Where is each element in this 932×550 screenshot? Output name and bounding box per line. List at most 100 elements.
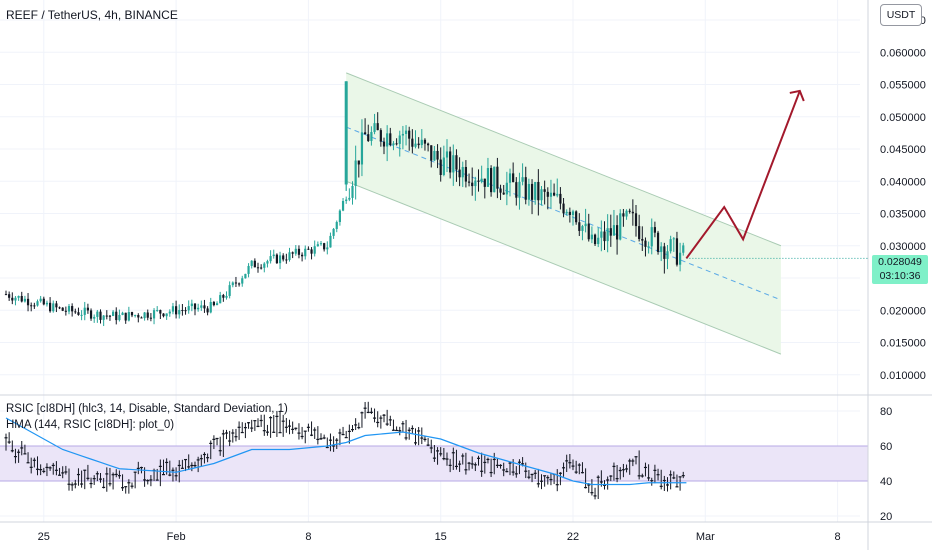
candle-body	[518, 181, 521, 198]
candle-body	[272, 254, 275, 257]
candle-body	[663, 246, 666, 259]
candle-body	[197, 307, 200, 310]
candle-body	[310, 249, 313, 254]
candle-body	[99, 311, 102, 320]
candle-body	[634, 213, 638, 227]
candle-body	[364, 132, 367, 135]
candle-body	[190, 303, 193, 307]
candle-body	[524, 177, 527, 200]
candle-body	[427, 143, 430, 146]
candle-body	[288, 252, 291, 260]
price-tick-label: 0.020000	[880, 305, 926, 317]
candle-body	[297, 248, 301, 255]
candle-body	[480, 178, 483, 182]
candle-body	[341, 201, 345, 211]
candle-body	[527, 183, 530, 200]
candle-body	[316, 244, 319, 247]
candle-body	[30, 305, 33, 307]
candle-body	[373, 123, 376, 133]
candle-body	[549, 192, 553, 197]
candle-body	[449, 151, 452, 173]
candle-body	[606, 228, 609, 242]
candle-body	[351, 185, 354, 198]
candle-body	[562, 203, 565, 214]
candle-body	[389, 133, 392, 146]
candle-body	[609, 228, 612, 236]
rsi-pane	[0, 401, 868, 500]
candle-body	[241, 278, 244, 284]
candle-body	[597, 237, 600, 245]
currency-button[interactable]: USDT	[880, 4, 922, 26]
candle-body	[641, 238, 644, 241]
candle-body	[74, 311, 77, 313]
candle-body	[660, 246, 663, 252]
candle-body	[417, 143, 420, 146]
hma-line	[5, 417, 687, 486]
candle-body	[423, 139, 427, 144]
arrow-path	[685, 90, 801, 259]
candle-body	[537, 181, 540, 201]
arrow-head	[789, 89, 805, 102]
candle-body	[89, 310, 93, 319]
candle-body	[379, 130, 382, 142]
time-tick-label: Mar	[696, 531, 715, 543]
candle-body	[168, 311, 171, 314]
rsi-tick-label: 60	[880, 441, 892, 453]
candle-body	[102, 315, 105, 320]
candle-body	[530, 183, 534, 200]
candle-body	[505, 182, 508, 195]
candle-body	[20, 296, 23, 302]
candle-body	[571, 211, 575, 215]
candle-body	[26, 298, 30, 306]
candle-body	[55, 303, 58, 308]
candle-body	[146, 312, 149, 318]
candle-body	[162, 313, 165, 317]
candle-body	[11, 297, 14, 301]
candle-body	[332, 228, 335, 236]
candle-body	[124, 312, 127, 321]
candle-body	[650, 227, 653, 247]
candle-body	[225, 295, 228, 298]
candle-body	[483, 178, 486, 187]
candle-body	[80, 314, 83, 316]
candle-body	[666, 251, 669, 259]
price-tick-label: 0.030000	[880, 241, 926, 253]
candle-body	[496, 166, 499, 189]
candle-body	[590, 234, 593, 240]
candle-body	[430, 145, 433, 161]
candle-body	[581, 226, 584, 231]
candle-body	[86, 307, 89, 311]
candle-body	[231, 282, 234, 286]
candle-body	[301, 254, 304, 257]
candle-body	[14, 297, 17, 301]
candle-body	[67, 306, 71, 312]
candle-body	[603, 231, 606, 242]
candle-body	[401, 133, 404, 136]
candle-body	[455, 155, 458, 170]
candle-body	[354, 160, 357, 186]
candle-body	[112, 311, 115, 316]
candle-body	[344, 81, 348, 185]
candle-body	[578, 222, 581, 231]
candle-body	[228, 285, 231, 296]
candlestick-series	[4, 81, 868, 327]
candle-body	[294, 248, 297, 254]
candle-body	[414, 143, 417, 147]
candle-body	[304, 248, 307, 257]
candle-body	[33, 305, 36, 307]
candle-body	[175, 306, 178, 315]
candle-body	[543, 189, 546, 192]
price-tick-label: 0.035000	[880, 209, 926, 221]
candle-body	[408, 130, 411, 139]
candle-body	[565, 211, 568, 214]
candle-body	[159, 310, 162, 314]
price-tick-label: 0.050000	[880, 112, 926, 124]
candle-body	[152, 310, 156, 319]
candle-body	[269, 256, 272, 262]
candle-body	[8, 294, 11, 298]
candle-body	[679, 252, 682, 265]
candle-body	[49, 302, 52, 312]
candle-body	[540, 189, 543, 201]
candle-body	[266, 261, 269, 264]
